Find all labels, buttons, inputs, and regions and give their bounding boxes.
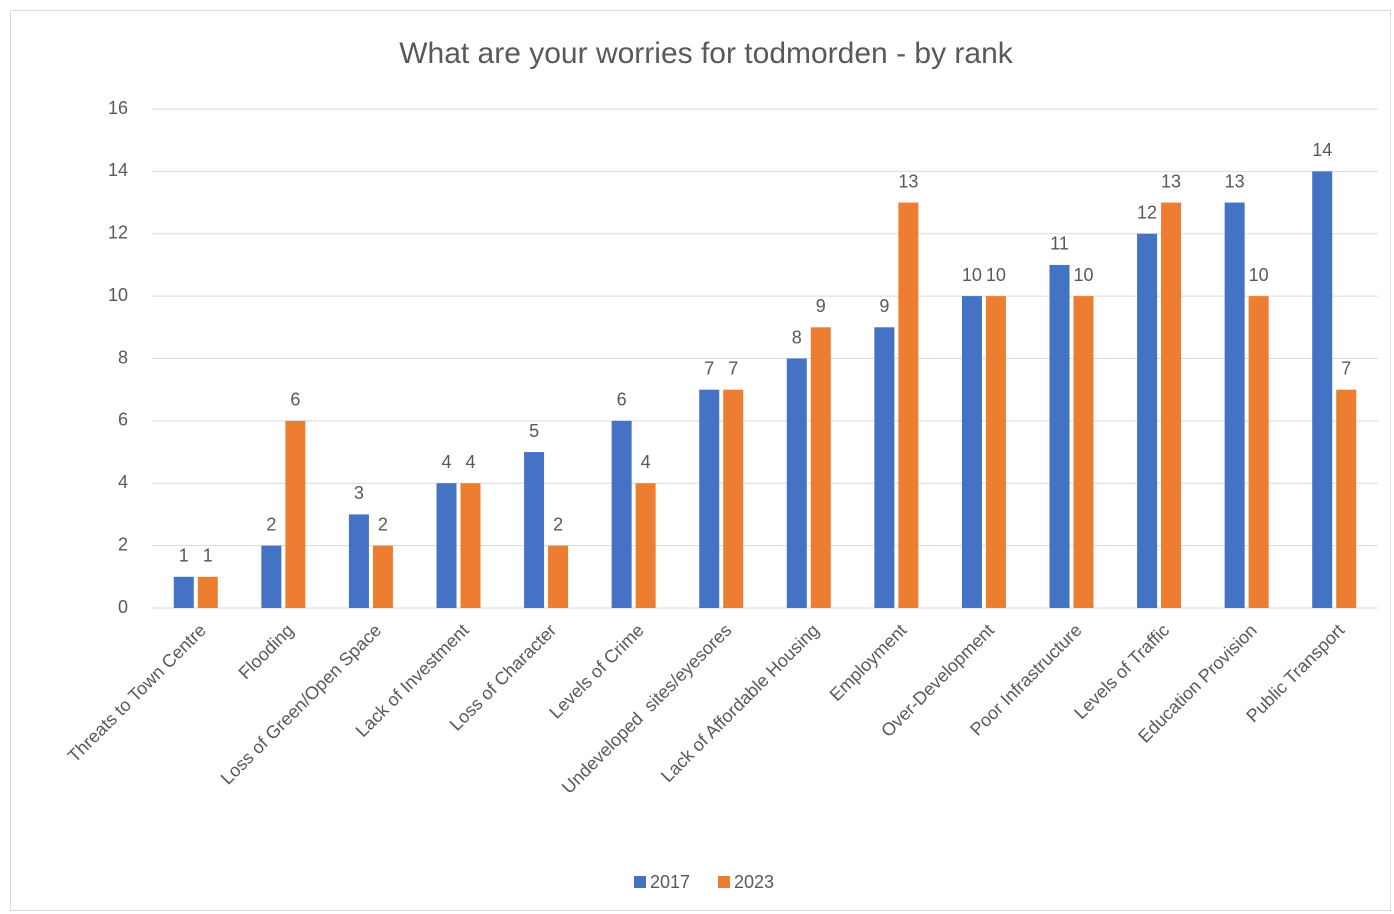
data-label: 10 [1249,265,1269,285]
data-label: 4 [641,452,651,472]
y-tick-label: 6 [118,410,128,430]
data-label: 7 [704,358,714,378]
data-label: 4 [441,452,451,472]
legend-swatch [718,876,730,888]
data-label: 2 [266,514,276,534]
bar [285,420,306,608]
y-tick-label: 2 [118,534,128,554]
data-label: 6 [290,390,300,410]
bar [898,202,919,608]
y-tick-label: 0 [118,597,128,617]
bar [372,545,393,608]
bar [1073,296,1094,608]
y-tick-label: 16 [108,98,128,118]
data-label: 14 [1312,140,1332,160]
y-tick-label: 14 [108,160,128,180]
bar [460,483,481,608]
bar [1049,264,1070,608]
legend-label: 2017 [650,872,690,892]
bar [524,452,545,608]
bar [723,389,744,608]
y-tick-label: 10 [108,285,128,305]
bar [874,327,895,608]
data-label: 1 [179,546,189,566]
data-label: 9 [879,296,889,316]
y-tick-label: 8 [118,347,128,367]
data-label: 7 [728,358,738,378]
bar [1336,389,1357,608]
data-label: 11 [1050,234,1069,254]
bar [635,483,656,608]
data-label: 2 [378,514,388,534]
bar [810,327,831,608]
data-label: 9 [816,296,826,316]
bar [1224,202,1245,608]
data-label: 10 [1073,265,1093,285]
data-label: 3 [354,483,364,503]
data-label: 4 [465,452,475,472]
bar [699,389,720,608]
bar [985,296,1006,608]
data-label: 13 [1225,171,1245,191]
chart-title: What are your worries for todmorden - by… [399,37,1014,70]
bar [1248,296,1269,608]
bar [611,420,632,608]
y-tick-label: 12 [108,223,128,243]
data-label: 1 [203,546,213,566]
bar [436,483,457,608]
bar [1312,171,1333,608]
data-label: 2 [553,514,563,534]
data-label: 13 [1161,171,1181,191]
bar [1161,202,1182,608]
legend-swatch [634,876,646,888]
data-label: 12 [1137,203,1157,223]
bar [1137,233,1158,608]
bar [261,545,282,608]
bar [348,514,369,608]
data-label: 10 [962,265,982,285]
data-label: 8 [792,327,802,347]
data-label: 10 [986,265,1006,285]
data-label: 13 [898,171,918,191]
y-tick-label: 4 [118,472,128,492]
data-label: 5 [529,421,539,441]
data-label: 7 [1341,358,1351,378]
bar [197,576,218,608]
bar [548,545,569,608]
bar [786,358,807,608]
bar [173,576,194,608]
bar [961,296,982,608]
legend-label: 2023 [734,872,774,892]
data-label: 6 [617,390,627,410]
